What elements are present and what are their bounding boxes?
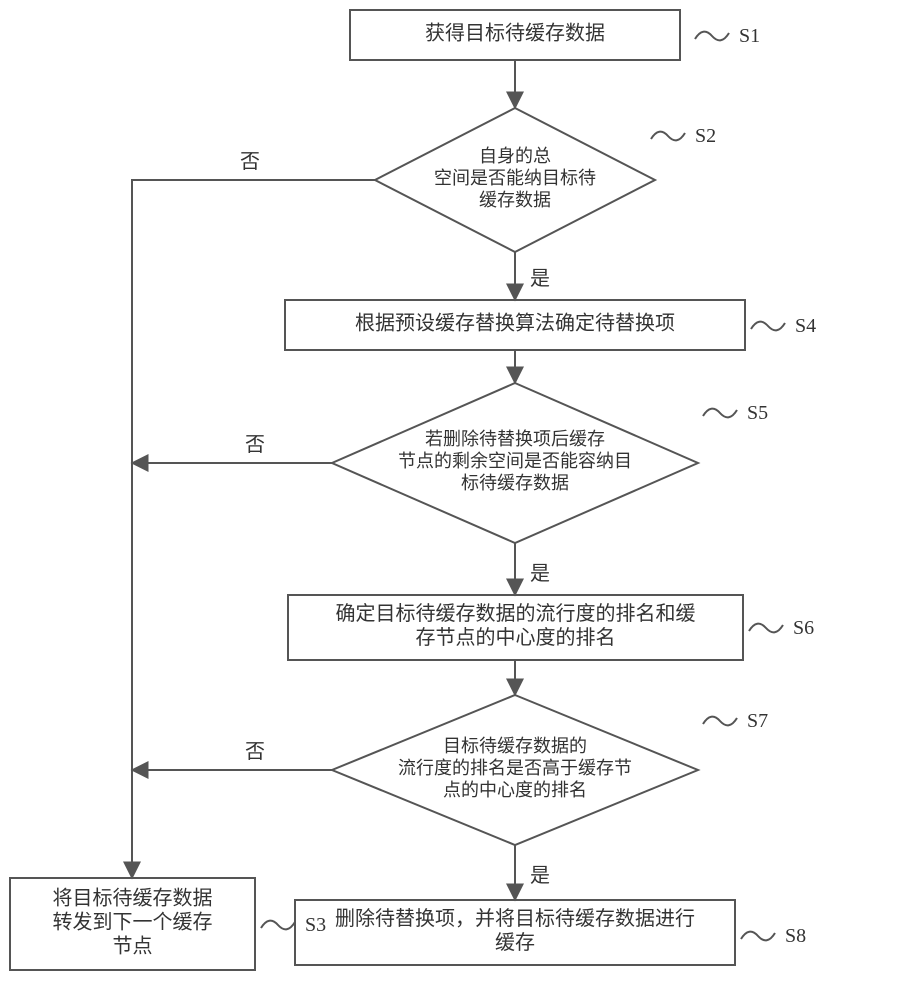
edge-label-8: 否 bbox=[245, 741, 265, 763]
label-curve-S4 bbox=[751, 322, 785, 331]
step-label-S3: S3 bbox=[305, 914, 326, 936]
decision-text-n7-1: 流行度的排名是否高于缓存节 bbox=[398, 758, 632, 778]
step-label-S7: S7 bbox=[747, 710, 768, 732]
decision-text-n5-0: 若删除待替换项后缓存 bbox=[425, 429, 605, 449]
process-text-n6-0: 确定目标待缓存数据的流行度的排名和缓 bbox=[336, 602, 696, 625]
decision-text-n2-1: 空间是否能纳目标待 bbox=[434, 168, 596, 188]
process-text-n1-0: 获得目标待缓存数据 bbox=[425, 22, 605, 45]
edge-label-5: 否 bbox=[245, 434, 265, 456]
decision-text-n2-0: 自身的总 bbox=[479, 146, 551, 166]
label-curve-S3 bbox=[261, 921, 295, 930]
edge-label-4: 是 bbox=[530, 563, 550, 585]
label-curve-S6 bbox=[749, 624, 783, 633]
label-curve-S8 bbox=[741, 932, 775, 941]
process-text-n8-0: 删除待替换项，并将目标待缓存数据进行 bbox=[335, 907, 695, 930]
process-text-n8-1: 缓存 bbox=[495, 931, 535, 954]
edge-label-1: 是 bbox=[530, 268, 550, 290]
step-label-S5: S5 bbox=[747, 402, 768, 424]
process-text-n6-1: 存节点的中心度的排名 bbox=[416, 626, 616, 649]
label-curve-S7 bbox=[703, 717, 737, 726]
label-curve-S1 bbox=[695, 32, 729, 41]
decision-text-n5-1: 节点的剩余空间是否能容纳目 bbox=[398, 451, 632, 471]
step-label-S2: S2 bbox=[695, 125, 716, 147]
process-text-n3-1: 转发到下一个缓存 bbox=[53, 911, 213, 934]
step-label-S8: S8 bbox=[785, 925, 806, 947]
decision-text-n7-2: 点的中心度的排名 bbox=[443, 780, 587, 800]
step-label-S4: S4 bbox=[795, 315, 816, 337]
process-text-n3-0: 将目标待缓存数据 bbox=[53, 887, 213, 910]
edge-label-2: 否 bbox=[240, 151, 260, 173]
process-text-n4-0: 根据预设缓存替换算法确定待替换项 bbox=[355, 312, 675, 335]
process-text-n3-2: 节点 bbox=[113, 935, 153, 958]
label-curve-S2 bbox=[651, 132, 685, 141]
edge-label-7: 是 bbox=[530, 865, 550, 887]
decision-text-n5-2: 标待缓存数据 bbox=[461, 473, 569, 493]
label-curve-S5 bbox=[703, 409, 737, 418]
decision-text-n7-0: 目标待缓存数据的 bbox=[443, 736, 587, 756]
decision-text-n2-2: 缓存数据 bbox=[479, 190, 551, 210]
step-label-S6: S6 bbox=[793, 617, 814, 639]
step-label-S1: S1 bbox=[739, 25, 760, 47]
